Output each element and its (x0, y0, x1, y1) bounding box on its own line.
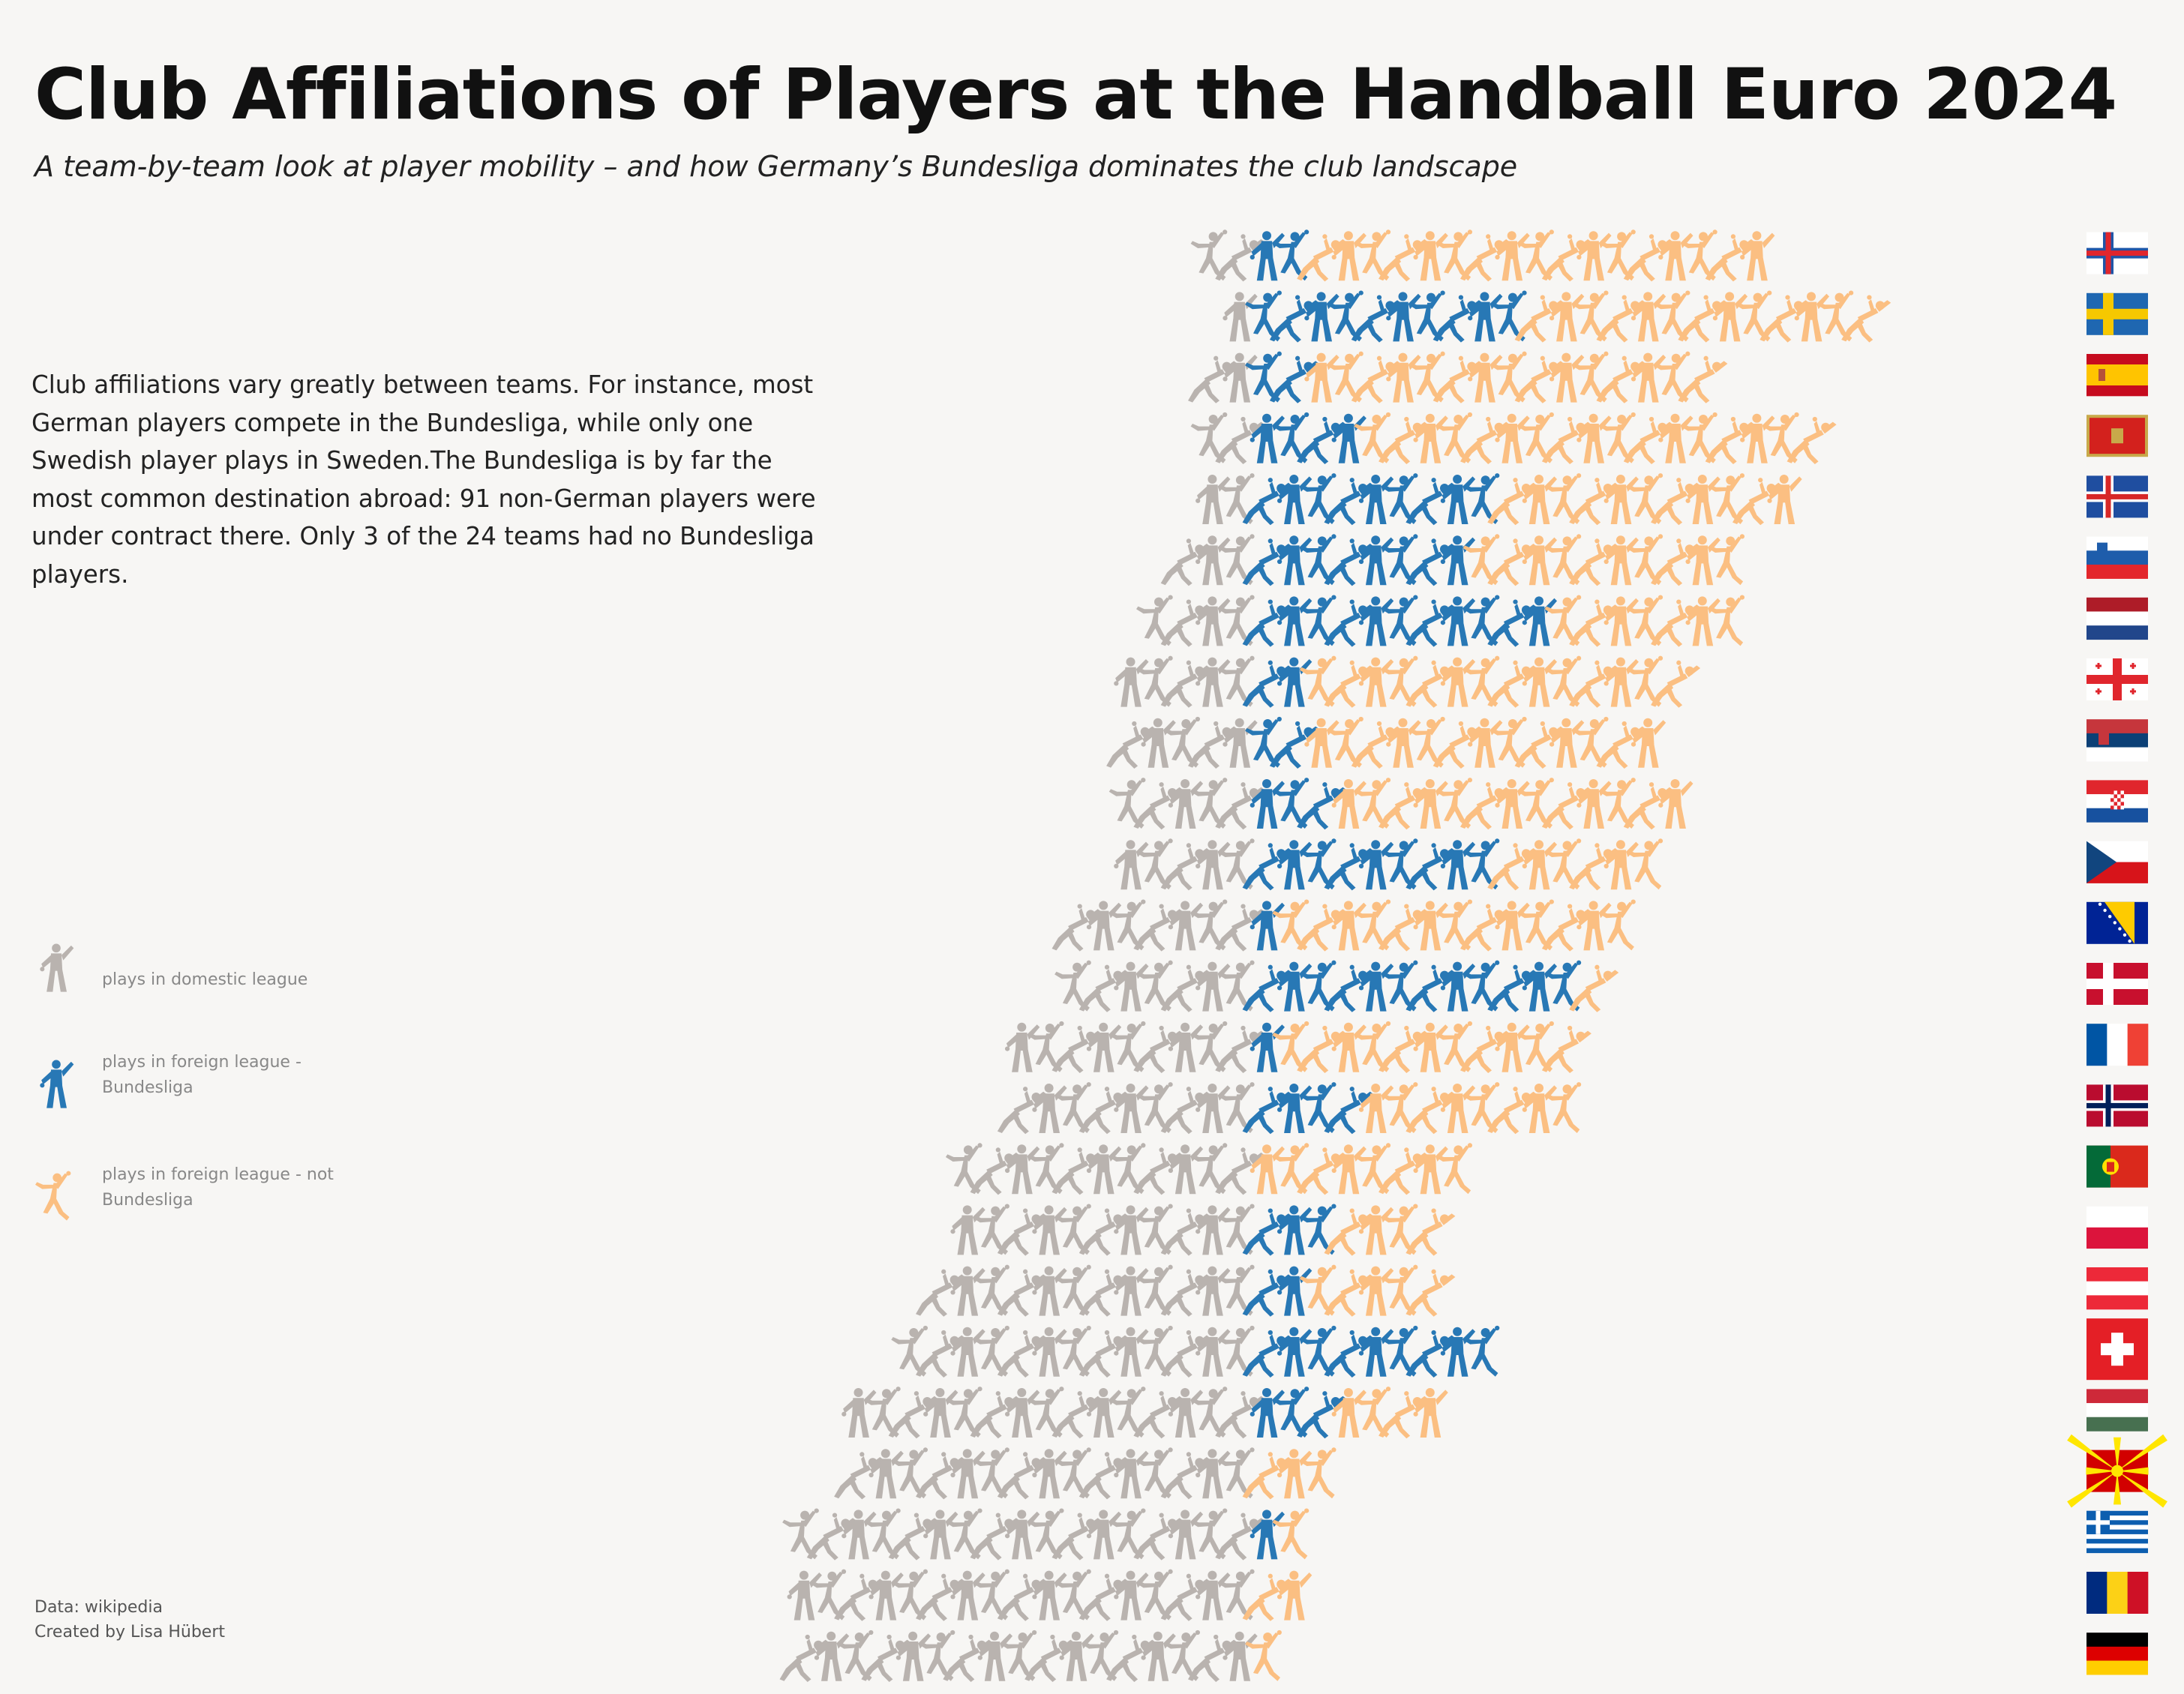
flag-slovenia-icon (2086, 536, 2148, 579)
legend-label-bundesliga: plays in foreign league - Bundesliga (102, 1053, 302, 1097)
flag-poland-icon (2086, 1206, 2148, 1249)
flag-north-macedonia-icon (2067, 1434, 2168, 1508)
flag-norway-icon (2086, 1084, 2148, 1127)
flag-spain-icon (2086, 354, 2148, 397)
flag-portugal-icon (2086, 1145, 2148, 1188)
flag-iceland-icon (2086, 475, 2148, 518)
flag-hungary-icon (2086, 1389, 2148, 1432)
flag-germany-icon (2086, 1633, 2148, 1675)
flag-czech-republic-icon (2086, 841, 2148, 883)
author-credit: Created by Lisa Hübert (34, 1623, 225, 1642)
flag-denmark-icon (2086, 963, 2148, 1005)
flag-switzerland-icon (2086, 1318, 2148, 1381)
flag-serbia-icon (2086, 719, 2148, 762)
flag-austria-icon (2086, 1267, 2148, 1310)
page-title: Club Affiliations of Players at the Hand… (34, 54, 2117, 136)
flag-france-icon (2086, 1024, 2149, 1066)
flag-faroe-islands-icon (2086, 232, 2148, 274)
flag-montenegro-icon (2086, 415, 2148, 457)
legend-label-other: plays in foreign league - not Bundesliga (102, 1165, 334, 1210)
flag-greece-icon (2086, 1510, 2148, 1554)
flag-bosnia-and-herzegovina-icon (2086, 901, 2148, 944)
flag-sweden-icon (2086, 292, 2148, 335)
legend-label-domestic: plays in domestic league (102, 970, 308, 989)
page-subtitle: A team-by-team look at player mobility –… (34, 150, 1518, 183)
data-source: Data: wikipedia (34, 1598, 163, 1617)
flag-romania-icon (2086, 1572, 2149, 1614)
flag-georgia-icon (2086, 658, 2148, 700)
description-text: Club affiliations vary greatly between t… (32, 370, 816, 589)
credits: Data: wikipedia Created by Lisa Hübert (34, 1595, 225, 1645)
flag-croatia-icon (2086, 780, 2148, 823)
flag-netherlands-icon (2086, 597, 2148, 640)
